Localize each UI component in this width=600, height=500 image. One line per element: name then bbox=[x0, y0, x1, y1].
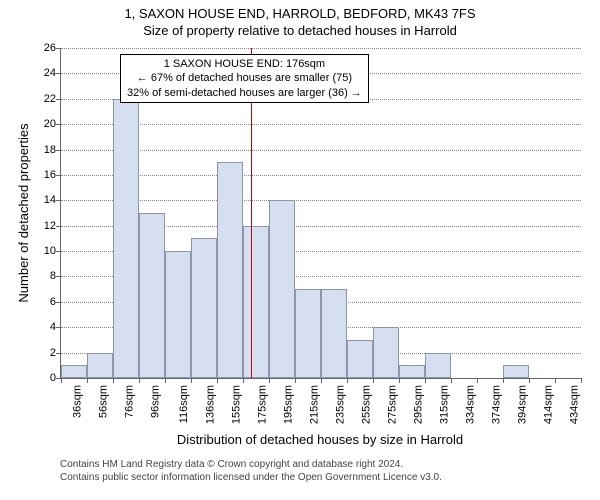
footer-line-1: Contains HM Land Registry data © Crown c… bbox=[60, 458, 442, 471]
y-tick-label: 10 bbox=[32, 245, 61, 257]
annotation-line-2: ← 67% of detached houses are smaller (75… bbox=[127, 71, 362, 85]
x-tick-label: 255sqm bbox=[361, 385, 373, 424]
x-tick-label: 136sqm bbox=[205, 385, 217, 424]
histogram-bar bbox=[425, 353, 451, 378]
x-tick-mark bbox=[529, 378, 530, 383]
x-tick-mark bbox=[269, 378, 270, 383]
x-tick-mark bbox=[321, 378, 322, 383]
y-tick-label: 20 bbox=[32, 118, 61, 130]
y-axis-title: Number of detached properties bbox=[16, 113, 31, 313]
y-tick-label: 22 bbox=[32, 93, 61, 105]
x-tick-mark bbox=[451, 378, 452, 383]
x-tick-mark bbox=[165, 378, 166, 383]
histogram-bar bbox=[87, 353, 113, 378]
x-tick-mark bbox=[243, 378, 244, 383]
x-tick-mark bbox=[61, 378, 62, 383]
y-tick-label: 6 bbox=[32, 296, 61, 308]
grid-line bbox=[61, 175, 581, 176]
histogram-bar bbox=[295, 289, 321, 378]
x-tick-mark bbox=[217, 378, 218, 383]
x-tick-label: 434sqm bbox=[569, 385, 581, 424]
x-tick-label: 215sqm bbox=[309, 385, 321, 424]
x-tick-label: 195sqm bbox=[283, 385, 295, 424]
x-tick-label: 414sqm bbox=[543, 385, 555, 424]
footer-line-2: Contains public sector information licen… bbox=[60, 471, 442, 484]
x-tick-mark bbox=[581, 378, 582, 383]
footer-attribution: Contains HM Land Registry data © Crown c… bbox=[60, 458, 442, 484]
x-tick-label: 295sqm bbox=[413, 385, 425, 424]
y-tick-label: 12 bbox=[32, 220, 61, 232]
histogram-bar bbox=[113, 99, 139, 378]
x-tick-label: 155sqm bbox=[231, 385, 243, 424]
x-tick-mark bbox=[295, 378, 296, 383]
x-tick-label: 116sqm bbox=[178, 385, 190, 423]
x-tick-label: 175sqm bbox=[257, 385, 269, 424]
chart-title-2: Size of property relative to detached ho… bbox=[0, 21, 600, 38]
histogram-bar bbox=[61, 365, 87, 378]
y-tick-label: 16 bbox=[32, 169, 61, 181]
grid-line bbox=[61, 48, 581, 49]
histogram-bar bbox=[373, 327, 399, 378]
y-tick-label: 2 bbox=[32, 347, 61, 359]
histogram-bar bbox=[503, 365, 529, 378]
chart-title-1: 1, SAXON HOUSE END, HARROLD, BEDFORD, MK… bbox=[0, 0, 600, 21]
x-tick-label: 96sqm bbox=[150, 385, 162, 418]
x-tick-mark bbox=[347, 378, 348, 383]
x-tick-label: 374sqm bbox=[491, 385, 503, 424]
x-tick-mark bbox=[87, 378, 88, 383]
x-tick-mark bbox=[399, 378, 400, 383]
x-tick-mark bbox=[139, 378, 140, 383]
annotation-line-1: 1 SAXON HOUSE END: 176sqm bbox=[127, 57, 362, 71]
histogram-bar bbox=[321, 289, 347, 378]
y-tick-label: 14 bbox=[32, 194, 61, 206]
x-tick-label: 36sqm bbox=[72, 385, 84, 418]
x-tick-mark bbox=[191, 378, 192, 383]
x-tick-label: 275sqm bbox=[387, 385, 399, 424]
histogram-bar bbox=[191, 238, 217, 378]
x-tick-label: 315sqm bbox=[439, 385, 451, 424]
y-tick-label: 26 bbox=[32, 42, 61, 54]
x-tick-label: 334sqm bbox=[465, 385, 477, 424]
histogram-bar bbox=[139, 213, 165, 378]
x-tick-label: 235sqm bbox=[335, 385, 347, 424]
x-tick-mark bbox=[477, 378, 478, 383]
grid-line bbox=[61, 150, 581, 151]
grid-line bbox=[61, 124, 581, 125]
annotation-box: 1 SAXON HOUSE END: 176sqm ← 67% of detac… bbox=[120, 54, 369, 103]
x-tick-mark bbox=[113, 378, 114, 383]
histogram-bar bbox=[243, 226, 269, 378]
x-tick-label: 394sqm bbox=[517, 385, 529, 424]
y-tick-label: 18 bbox=[32, 144, 61, 156]
histogram-bar bbox=[399, 365, 425, 378]
x-tick-mark bbox=[503, 378, 504, 383]
x-tick-mark bbox=[373, 378, 374, 383]
grid-line bbox=[61, 200, 581, 201]
histogram-bar bbox=[269, 200, 295, 378]
x-tick-mark bbox=[425, 378, 426, 383]
x-tick-label: 76sqm bbox=[124, 385, 136, 418]
y-tick-label: 8 bbox=[32, 270, 61, 282]
y-tick-label: 0 bbox=[32, 372, 61, 384]
x-tick-label: 56sqm bbox=[98, 385, 110, 418]
histogram-bar bbox=[347, 340, 373, 378]
annotation-line-3: 32% of semi-detached houses are larger (… bbox=[127, 86, 362, 100]
x-tick-mark bbox=[555, 378, 556, 383]
histogram-bar bbox=[217, 162, 243, 378]
y-tick-label: 24 bbox=[32, 67, 61, 79]
x-axis-title: Distribution of detached houses by size … bbox=[60, 432, 580, 447]
y-tick-label: 4 bbox=[32, 321, 61, 333]
histogram-bar bbox=[165, 251, 191, 378]
